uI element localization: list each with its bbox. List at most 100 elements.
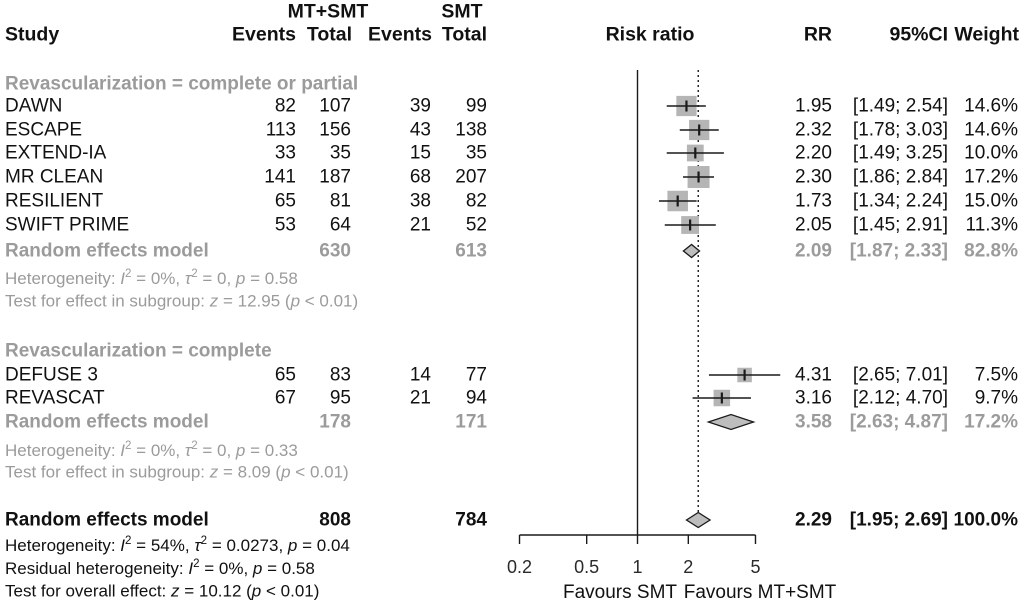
total-mt-smt: 187 xyxy=(319,166,351,188)
weight-value: 11.3% xyxy=(965,214,1018,236)
study-name: EXTEND-IA xyxy=(5,142,107,164)
events-mt-smt: 141 xyxy=(264,166,296,188)
total-mt-smt: 107 xyxy=(319,95,351,117)
study-name: REVASCAT xyxy=(5,387,105,409)
point-estimate-tick xyxy=(720,392,723,404)
events-smt: 39 xyxy=(409,95,431,117)
summary-diamond xyxy=(682,243,701,259)
ci-value: [1.78; 3.03] xyxy=(852,119,948,141)
ci-value: [1.86; 2.84] xyxy=(852,166,948,188)
study-name: RESILIENT xyxy=(5,190,104,212)
ci-value: [1.49; 3.25] xyxy=(852,142,948,164)
rr-value: 2.32 xyxy=(795,119,832,141)
subgroup-ci-value: [2.63; 4.87] xyxy=(849,411,948,433)
overall-note: Residual heterogeneity: I2 = 0%, p = 0.5… xyxy=(5,558,315,578)
total-mt-smt: 64 xyxy=(329,214,351,236)
events-mt-smt: 82 xyxy=(274,95,296,117)
events-smt: 21 xyxy=(409,387,431,409)
study-name: MR CLEAN xyxy=(5,166,104,188)
summary-diamond xyxy=(706,413,756,431)
study-name: DEFUSE 3 xyxy=(5,364,98,386)
rr-value: 1.73 xyxy=(795,190,832,212)
weight-value: 10.0% xyxy=(964,142,1018,164)
events-smt: 43 xyxy=(409,119,431,141)
col-header-ci: 95%CI xyxy=(889,23,948,46)
weight-value: 14.6% xyxy=(964,95,1018,117)
ci-value: [1.49; 2.54] xyxy=(852,95,948,117)
overall-note: Test for overall effect: z = 10.12 (p < … xyxy=(5,581,320,601)
total-mt-smt: 156 xyxy=(319,119,351,141)
x-tick-label: 2 xyxy=(683,557,693,577)
overall-summary-label: Random effects model xyxy=(5,509,209,531)
rr-value: 1.95 xyxy=(795,95,832,117)
total-mt-smt: 83 xyxy=(329,364,351,386)
events-mt-smt: 65 xyxy=(274,190,296,212)
overall-total-smt: 784 xyxy=(455,509,487,531)
point-estimate-tick xyxy=(694,147,697,159)
subgroup-note: Heterogeneity: I2 = 0%, τ2 = 0, p = 0.33 xyxy=(5,440,298,460)
events-mt-smt: 113 xyxy=(265,119,296,141)
point-estimate-tick xyxy=(689,219,692,231)
col-header-events-mt: Events xyxy=(232,23,296,46)
col-header-events-smt: Events xyxy=(368,23,432,46)
events-mt-smt: 53 xyxy=(274,214,296,236)
subgroup-weight-value: 82.8% xyxy=(964,240,1018,262)
point-estimate-tick xyxy=(676,195,679,207)
subgroup-total-smt: 613 xyxy=(455,240,487,262)
subgroup-weight-value: 17.2% xyxy=(964,411,1018,433)
events-mt-smt: 33 xyxy=(274,142,296,164)
point-estimate-tick xyxy=(697,171,700,183)
total-smt: 94 xyxy=(465,387,487,409)
subgroup-ci-value: [1.87; 2.33] xyxy=(849,240,948,262)
point-estimate-tick xyxy=(685,100,688,112)
weight-value: 7.5% xyxy=(974,364,1018,386)
overall-weight-value: 100.0% xyxy=(953,509,1018,531)
col-header-study: Study xyxy=(5,23,60,46)
favours-left-label: Favours SMT xyxy=(563,582,677,603)
subgroup-note: Test for effect in subgroup: z = 12.95 (… xyxy=(5,291,359,311)
rr-value: 2.05 xyxy=(795,214,832,236)
subgroup-rr-value: 2.09 xyxy=(795,240,832,262)
total-smt: 207 xyxy=(455,166,487,188)
subgroup-total-smt: 171 xyxy=(455,411,487,433)
study-name: SWIFT PRIME xyxy=(5,214,130,236)
col-header-smt: SMT xyxy=(441,0,483,23)
subgroup-rr-value: 3.58 xyxy=(795,411,832,433)
subgroup-summary-label: Random effects model xyxy=(5,411,209,433)
total-smt: 99 xyxy=(465,95,487,117)
overall-rr-value: 2.29 xyxy=(795,509,832,531)
events-mt-smt: 65 xyxy=(274,364,296,386)
subgroup-total-mt-smt: 178 xyxy=(319,411,351,433)
x-tick-label: 5 xyxy=(750,557,760,577)
total-mt-smt: 35 xyxy=(329,142,351,164)
subgroup-note: Test for effect in subgroup: z = 8.09 (p… xyxy=(5,462,349,482)
rr-value: 2.20 xyxy=(795,142,832,164)
col-header-total-smt: Total xyxy=(441,23,487,46)
subgroup-heading: Revascularization = complete or partial xyxy=(5,73,359,95)
events-smt: 14 xyxy=(409,364,431,386)
favours-right-label: Favours MT+SMT xyxy=(684,582,837,603)
subgroup-summary-label: Random effects model xyxy=(5,240,209,262)
total-smt: 138 xyxy=(455,119,487,141)
weight-value: 14.6% xyxy=(964,119,1018,141)
point-estimate-tick xyxy=(698,124,701,136)
overall-ci-value: [1.95; 2.69] xyxy=(849,509,948,531)
ci-value: [1.45; 2.91] xyxy=(852,214,948,236)
col-header-mt-smt: MT+SMT xyxy=(287,0,369,23)
events-smt: 68 xyxy=(409,166,431,188)
subgroup-total-mt-smt: 630 xyxy=(319,240,351,262)
col-header-total-mt: Total xyxy=(306,23,352,46)
point-estimate-tick xyxy=(743,369,746,381)
total-smt: 77 xyxy=(465,364,487,386)
ci-value: [2.12; 4.70] xyxy=(852,387,948,409)
col-header-weight: Weight xyxy=(954,23,1019,46)
study-name: DAWN xyxy=(5,95,63,117)
weight-value: 15.0% xyxy=(964,190,1018,212)
study-name: ESCAPE xyxy=(5,119,83,141)
total-smt: 82 xyxy=(465,190,487,212)
rr-value: 4.31 xyxy=(795,364,832,386)
ci-value: [2.65; 7.01] xyxy=(852,364,948,386)
subgroup-heading: Revascularization = complete xyxy=(5,340,272,362)
